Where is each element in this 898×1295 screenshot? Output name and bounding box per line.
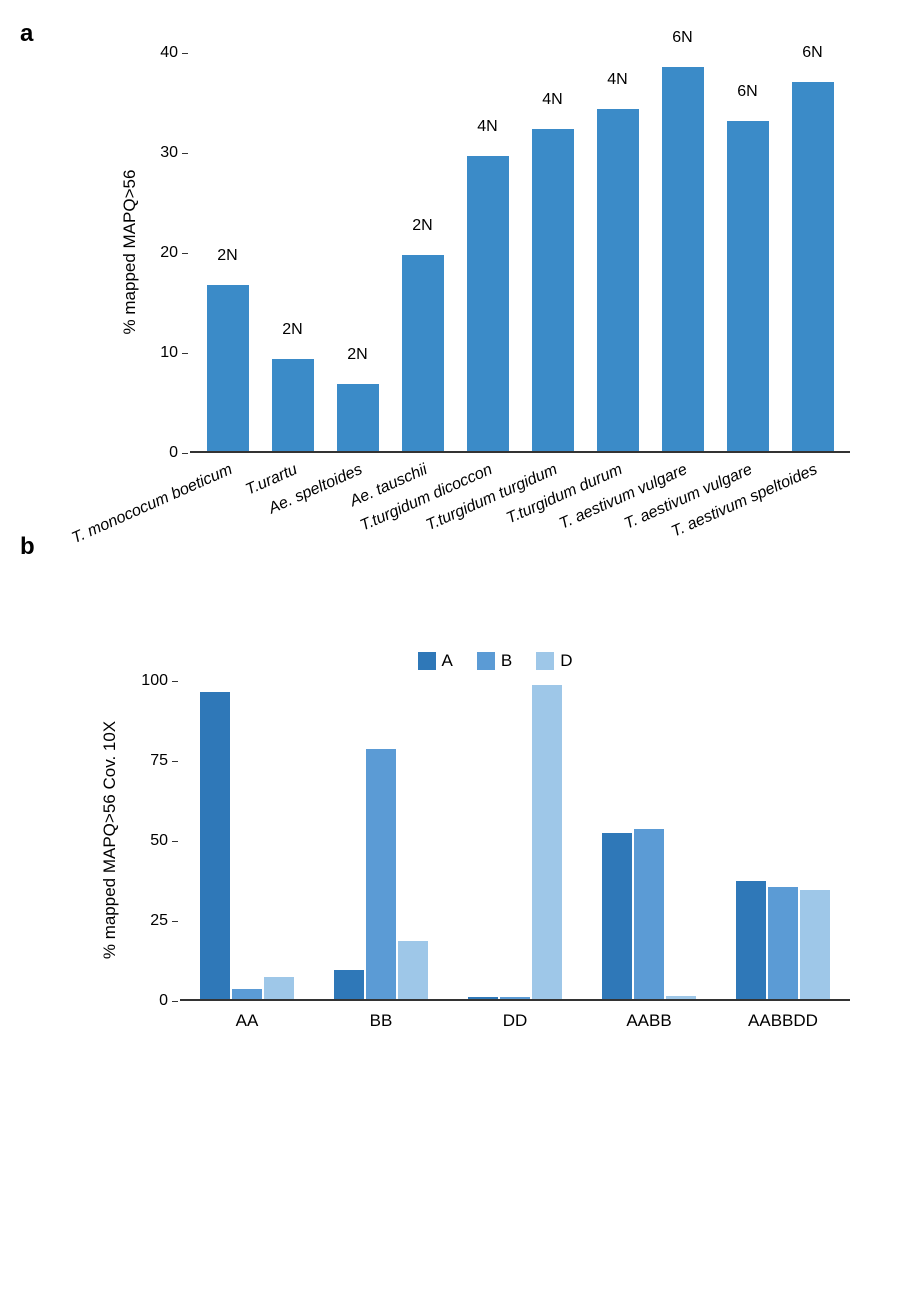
chart-b-bar xyxy=(532,685,562,999)
chart-b-bar xyxy=(200,692,230,999)
chart-a-xlabel: T. aestivum speltoides xyxy=(780,453,845,573)
panel-label-a: a xyxy=(20,20,878,48)
chart-a-bar xyxy=(207,285,249,451)
chart-b-bar xyxy=(500,997,530,999)
chart-b-bar xyxy=(768,887,798,999)
chart-b-bar xyxy=(666,996,696,999)
chart-a-bar-slot: 2N xyxy=(390,53,455,451)
chart-a-bar-annotation: 2N xyxy=(412,217,432,235)
chart-b-plot: % mapped MAPQ>56 Cov. 10X 0255075100 xyxy=(180,681,850,1001)
chart-a-bar xyxy=(272,359,314,451)
chart-b-bar xyxy=(398,941,428,999)
chart-a-bar xyxy=(662,67,704,451)
chart-a: % mapped MAPQ>56 2N2N2N2N4N4N4N6N6N6N 01… xyxy=(20,53,878,493)
chart-a-bar xyxy=(792,82,834,451)
chart-b-group xyxy=(716,681,850,999)
chart-a-bar-annotation: 4N xyxy=(542,91,562,109)
chart-b-xlabel: BB xyxy=(314,1011,448,1031)
chart-b-xlabel: AABBDD xyxy=(716,1011,850,1031)
chart-b-legend-swatch xyxy=(477,652,495,670)
chart-b-bar xyxy=(634,829,664,999)
chart-b-legend-item: B xyxy=(477,651,512,671)
chart-a-bar-annotation: 2N xyxy=(347,346,367,364)
chart-a-ytick-label: 30 xyxy=(160,144,190,162)
chart-b-group xyxy=(448,681,582,999)
chart-a-bar-slot: 4N xyxy=(520,53,585,451)
chart-b-group xyxy=(582,681,716,999)
chart-a-bar-annotation: 2N xyxy=(282,321,302,339)
chart-a-bars: 2N2N2N2N4N4N4N6N6N6N xyxy=(190,53,850,451)
chart-a-bar xyxy=(337,384,379,451)
chart-b-ylabel: % mapped MAPQ>56 Cov. 10X xyxy=(100,721,120,959)
chart-b-bar xyxy=(366,749,396,999)
chart-b-legend-swatch xyxy=(418,652,436,670)
chart-a-ylabel: % mapped MAPQ>56 xyxy=(120,170,140,335)
chart-b-legend-label: D xyxy=(560,651,572,671)
chart-b-legend-item: A xyxy=(418,651,453,671)
chart-b-xlabel: AABB xyxy=(582,1011,716,1031)
chart-a-bar-slot: 4N xyxy=(585,53,650,451)
chart-b-ytick-label: 25 xyxy=(150,912,180,930)
chart-b-bar xyxy=(736,881,766,999)
chart-b-bar xyxy=(602,833,632,999)
chart-b-xlabel: DD xyxy=(448,1011,582,1031)
chart-b-bar xyxy=(334,970,364,999)
chart-a-bar xyxy=(467,156,509,451)
chart-a-bar-slot: 2N xyxy=(325,53,390,451)
chart-b-ytick-label: 75 xyxy=(150,752,180,770)
chart-b-xlabels: AABBDDAABBAABBDD xyxy=(180,1001,850,1031)
chart-a-bar-annotation: 6N xyxy=(802,44,822,62)
chart-b-legend: ABD xyxy=(140,651,850,671)
chart-a-bar xyxy=(597,109,639,451)
chart-b-legend-label: B xyxy=(501,651,512,671)
figure: a % mapped MAPQ>56 2N2N2N2N4N4N4N6N6N6N … xyxy=(20,20,878,1051)
chart-b-legend-label: A xyxy=(442,651,453,671)
chart-a-xlabel: T. monococum boeticum xyxy=(195,453,260,573)
chart-b-bar xyxy=(264,977,294,999)
chart-a-xlabels: T. monococum boeticumT.urartuAe. speltoi… xyxy=(190,453,850,573)
chart-a-ytick-label: 0 xyxy=(169,444,190,462)
chart-b-bar xyxy=(232,989,262,999)
chart-a-bar xyxy=(532,129,574,451)
chart-a-xlabel: T.urartu xyxy=(260,453,325,573)
chart-b-bar xyxy=(800,890,830,999)
chart-a-bar-annotation: 6N xyxy=(672,29,692,47)
chart-b-ytick-label: 50 xyxy=(150,832,180,850)
chart-b-legend-item: D xyxy=(536,651,572,671)
chart-a-bar-annotation: 4N xyxy=(477,118,497,136)
chart-b-ytick-label: 100 xyxy=(141,672,180,690)
chart-a-ytick-label: 40 xyxy=(160,44,190,62)
chart-b-groups xyxy=(180,681,850,999)
chart-b-bar xyxy=(468,997,498,999)
chart-b-ytick-label: 0 xyxy=(159,992,180,1010)
chart-a-bar-annotation: 4N xyxy=(607,71,627,89)
chart-a-bar-annotation: 6N xyxy=(737,83,757,101)
chart-b-group xyxy=(180,681,314,999)
chart-a-bar-slot: 2N xyxy=(195,53,260,451)
chart-a-ytick-label: 10 xyxy=(160,344,190,362)
chart-b-group xyxy=(314,681,448,999)
chart-b-legend-swatch xyxy=(536,652,554,670)
chart-a-bar-slot: 6N xyxy=(650,53,715,451)
chart-b: ABD % mapped MAPQ>56 Cov. 10X 0255075100… xyxy=(20,651,878,1051)
chart-a-bar xyxy=(727,121,769,451)
chart-a-bar-annotation: 2N xyxy=(217,247,237,265)
chart-a-bar xyxy=(402,255,444,451)
chart-a-bar-slot: 6N xyxy=(715,53,780,451)
chart-a-bar-slot: 2N xyxy=(260,53,325,451)
chart-b-xlabel: AA xyxy=(180,1011,314,1031)
chart-a-bar-slot: 4N xyxy=(455,53,520,451)
chart-a-plot: % mapped MAPQ>56 2N2N2N2N4N4N4N6N6N6N 01… xyxy=(190,53,850,453)
chart-a-ytick-label: 20 xyxy=(160,244,190,262)
chart-a-bar-slot: 6N xyxy=(780,53,845,451)
